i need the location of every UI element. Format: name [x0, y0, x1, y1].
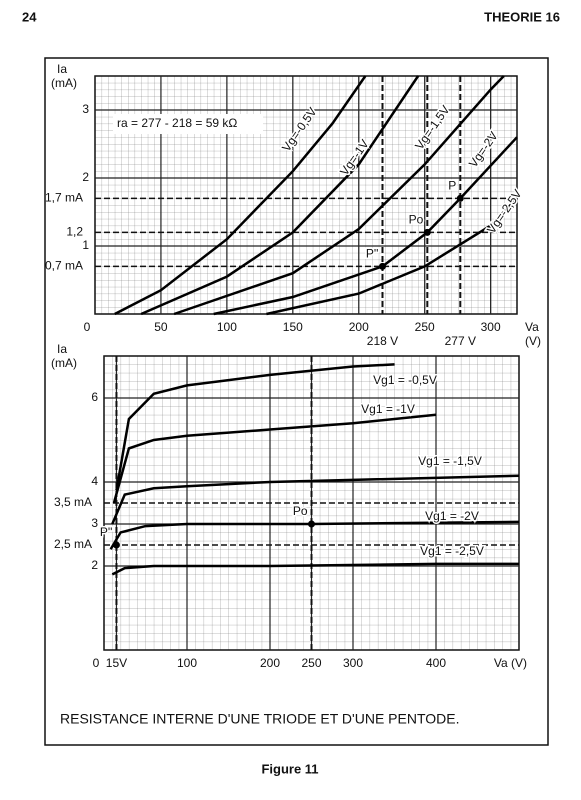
x-tick-label: 250	[301, 656, 321, 670]
reference-label: 1,7 mA	[45, 191, 83, 205]
x-tick-label: 0	[84, 320, 91, 334]
point	[378, 262, 386, 270]
curve	[140, 75, 420, 316]
annotation-box	[113, 114, 263, 134]
y-tick-label: 2	[82, 170, 89, 184]
reference-label: 2,5 mA	[54, 537, 92, 551]
x-tick-label: 250	[415, 320, 435, 334]
y-tick-label: 4	[91, 474, 98, 488]
curve	[213, 136, 518, 316]
reference-label: 277 V	[445, 334, 476, 348]
y-tick-label: 3	[82, 102, 89, 116]
curve	[112, 413, 437, 504]
y-tick-label: 6	[91, 390, 98, 404]
x-tick-label: 300	[481, 320, 501, 334]
x-tick-label: 400	[426, 656, 446, 670]
curve	[173, 75, 505, 316]
reference-label: 3,5 mA	[54, 495, 92, 509]
series-label: Vg1 = -1,5V	[418, 454, 482, 468]
x-tick-label: 100	[217, 320, 237, 334]
series-label: Vg1 = -2,5V	[420, 544, 484, 558]
x-axis-label: Va	[525, 320, 539, 334]
annotation: ra = 277 - 218 = 59 kΩ	[117, 116, 237, 130]
x-tick-label: 0	[93, 656, 100, 670]
y-axis-unit: (mA)	[51, 76, 77, 90]
caption: RESISTANCE INTERNE D'UNE TRIODE ET D'UNE…	[60, 711, 459, 727]
point	[423, 228, 431, 236]
curve	[266, 197, 518, 316]
reference-label: 0,7 mA	[45, 259, 83, 273]
curve	[114, 75, 367, 316]
x-tick-label: 200	[349, 320, 369, 334]
frame	[44, 57, 549, 746]
reference-label: 218 V	[367, 334, 398, 348]
x-tick-label: 15V	[106, 656, 127, 670]
point	[112, 541, 120, 549]
point-label: Po	[409, 213, 424, 227]
series-label: Vg1 = -1V	[361, 402, 415, 416]
x-axis-label: Va (V)	[494, 656, 527, 670]
figure-label: Figure 11	[261, 761, 318, 776]
x-tick-label: 100	[177, 656, 197, 670]
reference-label: 1,2	[66, 225, 83, 239]
series-label: Vg1 = -0,5V	[373, 373, 437, 387]
x-axis-unit: (V)	[525, 334, 541, 348]
y-axis-unit: (mA)	[51, 356, 77, 370]
section: THEORIE 16	[484, 9, 560, 24]
curve	[115, 363, 395, 491]
point	[456, 194, 464, 202]
y-tick-label: 3	[91, 516, 98, 530]
point-label: Po	[293, 504, 308, 518]
x-tick-label: 50	[154, 320, 168, 334]
x-tick-label: 300	[343, 656, 363, 670]
page-number: 24	[22, 9, 37, 24]
y-axis-label: Ia	[57, 342, 67, 356]
y-axis-label: Ia	[57, 62, 67, 76]
x-tick-label: 200	[260, 656, 280, 670]
curve	[111, 474, 520, 525]
point-label: P	[448, 179, 456, 193]
x-tick-label: 150	[283, 320, 303, 334]
point-label: P''	[366, 247, 379, 261]
point	[308, 520, 315, 528]
point-label: P''	[100, 525, 113, 539]
y-tick-label: 2	[91, 558, 98, 572]
curve	[111, 562, 519, 576]
series-label: Vg1 = -2V	[425, 509, 479, 523]
y-tick-label: 1	[82, 238, 89, 252]
curve	[109, 520, 520, 550]
